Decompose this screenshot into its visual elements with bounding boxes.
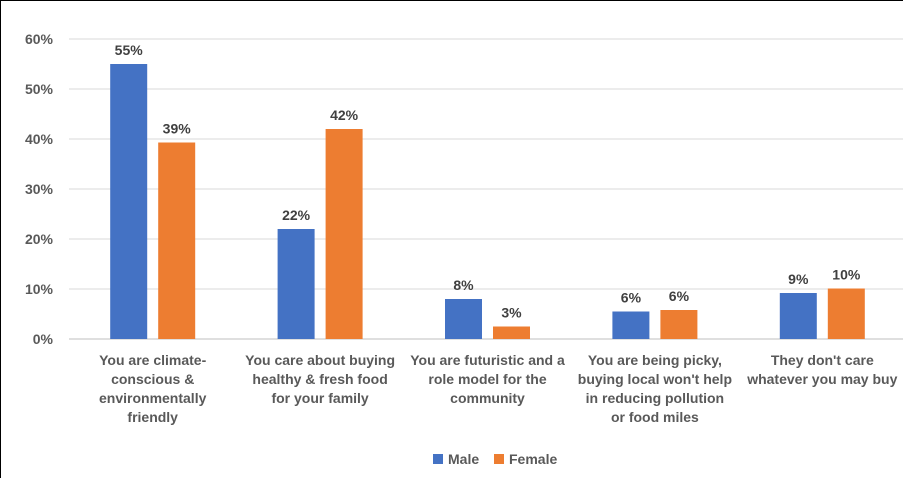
bar-female xyxy=(158,142,196,339)
category-label: You are futuristic and a role model for t… xyxy=(410,352,565,406)
data-labels: 55% 39% 22% 42% 8% 3% 6% 6% 9% 10% xyxy=(115,42,861,321)
legend: Male Female xyxy=(433,451,557,467)
category-label: They don't care whatever you may buy xyxy=(746,352,897,387)
category-label: You are being picky, buying local won't h… xyxy=(578,352,732,425)
data-label: 22% xyxy=(282,207,311,223)
category-label: You care about buying healthy & fresh foo… xyxy=(245,352,395,406)
legend-swatch-male xyxy=(433,454,443,464)
y-tick-label: 0% xyxy=(33,331,54,347)
bar-female xyxy=(660,310,698,339)
category-label: You are climate-conscious & environmental… xyxy=(99,352,207,425)
data-label: 8% xyxy=(453,277,474,293)
bar-male xyxy=(277,229,315,339)
data-label: 42% xyxy=(330,107,359,123)
data-label: 3% xyxy=(501,305,522,321)
bar-male xyxy=(110,64,148,339)
data-label: 9% xyxy=(788,271,809,287)
bar-female xyxy=(493,326,530,339)
bar-male xyxy=(445,299,482,339)
bar-female xyxy=(827,288,865,339)
y-tick-label: 30% xyxy=(25,181,54,197)
y-tick-label: 10% xyxy=(25,281,54,297)
y-tick-label: 50% xyxy=(25,81,54,97)
legend-label-female: Female xyxy=(509,451,557,467)
data-label: 6% xyxy=(621,290,642,306)
legend-swatch-female xyxy=(494,454,504,464)
bar-female xyxy=(325,129,363,339)
bars xyxy=(110,64,865,339)
y-tick-label: 20% xyxy=(25,231,54,247)
data-label: 10% xyxy=(832,267,861,283)
legend-label-male: Male xyxy=(448,451,479,467)
data-label: 6% xyxy=(669,288,690,304)
y-tick-label: 60% xyxy=(25,31,54,47)
y-axis: 0% 10% 20% 30% 40% 50% 60% xyxy=(25,31,54,347)
bar-male xyxy=(612,311,650,339)
y-tick-label: 40% xyxy=(25,131,54,147)
x-axis: You are climate-conscious & environmental… xyxy=(99,352,898,425)
bar-male xyxy=(779,293,817,339)
data-label: 55% xyxy=(115,42,144,58)
gridlines xyxy=(69,38,903,340)
data-label: 39% xyxy=(163,121,192,137)
